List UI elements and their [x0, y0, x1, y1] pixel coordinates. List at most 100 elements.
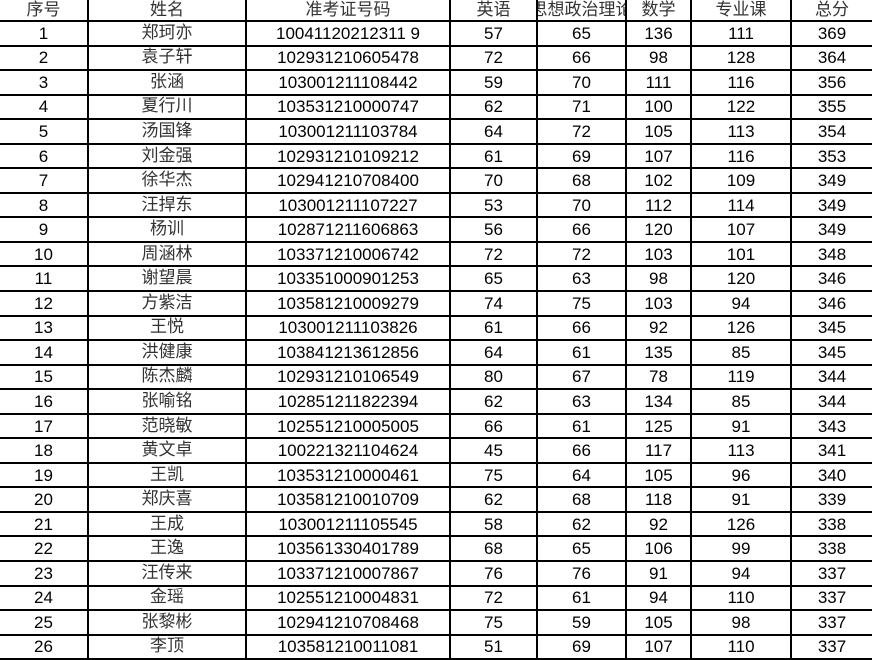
cell-index: 19 [0, 463, 89, 487]
cell-major: 109 [692, 169, 792, 192]
cell-index: 18 [0, 439, 89, 462]
table-row: 9 杨训 102871211606863 56 66 120 107 349 [0, 218, 872, 243]
cell-exam-id: 102931210605478 [247, 46, 451, 70]
table-row: 20 郑庆喜 103581210010709 62 68 118 91 339 [0, 488, 872, 513]
cell-exam-id: 103371210006742 [247, 242, 451, 266]
cell-politics: 61 [538, 414, 627, 438]
cell-math: 98 [627, 46, 692, 70]
cell-major: 113 [692, 120, 792, 143]
cell-politics: 71 [538, 95, 627, 119]
cell-exam-id: 100221321104624 [247, 439, 451, 462]
table-body: 1 郑珂亦 10041120212311 9 57 65 136 111 369 2 袁子轩 102… [0, 22, 872, 660]
table-row: 24 金瑶 102551210004831 72 61 94 110 337 [0, 586, 872, 612]
cell-politics: 64 [538, 463, 627, 487]
cell-politics: 66 [538, 218, 627, 241]
cell-exam-id: 102871211606863 [247, 218, 451, 241]
cell-major: 113 [692, 439, 792, 462]
cell-exam-id: 103371210007867 [247, 562, 451, 585]
cell-exam-id: 103001211108442 [247, 71, 451, 94]
cell-total: 338 [817, 539, 847, 559]
cell-math: 98 [627, 267, 692, 291]
cell-major: 96 [692, 463, 792, 487]
table-row: 2 袁子轩 102931210605478 72 66 98 128 364 [0, 46, 872, 72]
cell-index: 6 [0, 144, 89, 168]
cell-math: 107 [627, 144, 692, 168]
cell-total: 349 [817, 171, 847, 191]
cell-name: 王逸 [89, 537, 247, 561]
table-row: 17 范晓敏 102551210005005 66 61 125 91 343 [0, 414, 872, 440]
header-name: 姓名 [89, 0, 247, 20]
cell-exam-id: 102851211822394 [247, 390, 451, 413]
cell-math: 105 [627, 120, 692, 143]
cell-total: 355 [817, 97, 847, 117]
cell-total: 339 [817, 490, 847, 510]
table-row: 15 陈杰麟 102931210106549 80 67 78 119 344 [0, 365, 872, 391]
cell-english: 57 [451, 22, 538, 45]
cell-math: 136 [627, 22, 692, 45]
cell-major: 119 [692, 365, 792, 389]
table-row: 13 王悦 103001211103826 61 66 92 126 345 [0, 316, 872, 342]
cell-total: 345 [817, 342, 847, 362]
cell-name: 王悦 [89, 316, 247, 340]
cell-major: 107 [692, 218, 792, 241]
cell-major: 99 [692, 537, 792, 561]
cell-major: 98 [692, 611, 792, 634]
cell-name: 张涵 [89, 71, 247, 94]
cell-politics: 70 [538, 193, 627, 217]
cell-politics: 70 [538, 71, 627, 94]
cell-english: 61 [451, 316, 538, 340]
cell-index: 11 [0, 267, 89, 291]
cell-name: 郑珂亦 [89, 22, 247, 45]
cell-exam-id: 103001211103784 [247, 120, 451, 143]
cell-exam-id: 103001211105545 [247, 512, 451, 536]
cell-math: 105 [627, 611, 692, 634]
cell-math: 100 [627, 95, 692, 119]
cell-exam-id: 103531210000461 [247, 463, 451, 487]
cell-math: 111 [627, 71, 692, 94]
cell-name: 汤国锋 [89, 120, 247, 143]
cell-total: 337 [817, 588, 847, 608]
cell-math: 78 [627, 365, 692, 389]
cell-name: 刘金强 [89, 144, 247, 168]
cell-math: 120 [627, 218, 692, 241]
cell-total: 345 [817, 318, 847, 338]
cell-total: 349 [817, 195, 847, 215]
cell-total: 364 [817, 48, 847, 68]
cell-english: 62 [451, 95, 538, 119]
cell-total: 344 [817, 391, 847, 411]
cell-total: 340 [817, 465, 847, 485]
cell-name: 郑庆喜 [89, 488, 247, 511]
cell-name: 谢望晨 [89, 267, 247, 291]
cell-total: 349 [817, 220, 847, 240]
cell-exam-id: 103351000901253 [247, 267, 451, 291]
cell-index: 9 [0, 218, 89, 241]
cell-name: 黄文卓 [89, 439, 247, 462]
cell-politics: 66 [538, 316, 627, 340]
cell-name: 夏行川 [89, 95, 247, 119]
cell-total: 354 [817, 121, 847, 141]
cell-politics: 72 [538, 242, 627, 266]
cell-politics: 63 [538, 267, 627, 291]
cell-math: 103 [627, 292, 692, 315]
cell-index: 13 [0, 316, 89, 340]
cell-name: 范晓敏 [89, 414, 247, 438]
cell-index: 24 [0, 586, 89, 610]
table-row: 4 夏行川 103531210000747 62 71 100 122 355 [0, 95, 872, 121]
cell-math: 91 [627, 562, 692, 585]
cell-index: 1 [0, 22, 89, 45]
cell-name: 汪传来 [89, 562, 247, 585]
cell-politics: 68 [538, 488, 627, 511]
cell-major: 101 [692, 242, 792, 266]
cell-politics: 61 [538, 341, 627, 364]
cell-index: 21 [0, 512, 89, 536]
table-row: 22 王逸 103561330401789 68 65 106 99 338 [0, 537, 872, 563]
cell-total: 341 [817, 441, 847, 461]
table-row: 3 张涵 103001211108442 59 70 111 116 356 [0, 71, 872, 96]
cell-total: 346 [817, 293, 847, 313]
cell-major: 114 [692, 193, 792, 217]
cell-math: 92 [627, 316, 692, 340]
cell-politics: 69 [538, 144, 627, 168]
cell-english: 75 [451, 463, 538, 487]
cell-major: 85 [692, 390, 792, 413]
